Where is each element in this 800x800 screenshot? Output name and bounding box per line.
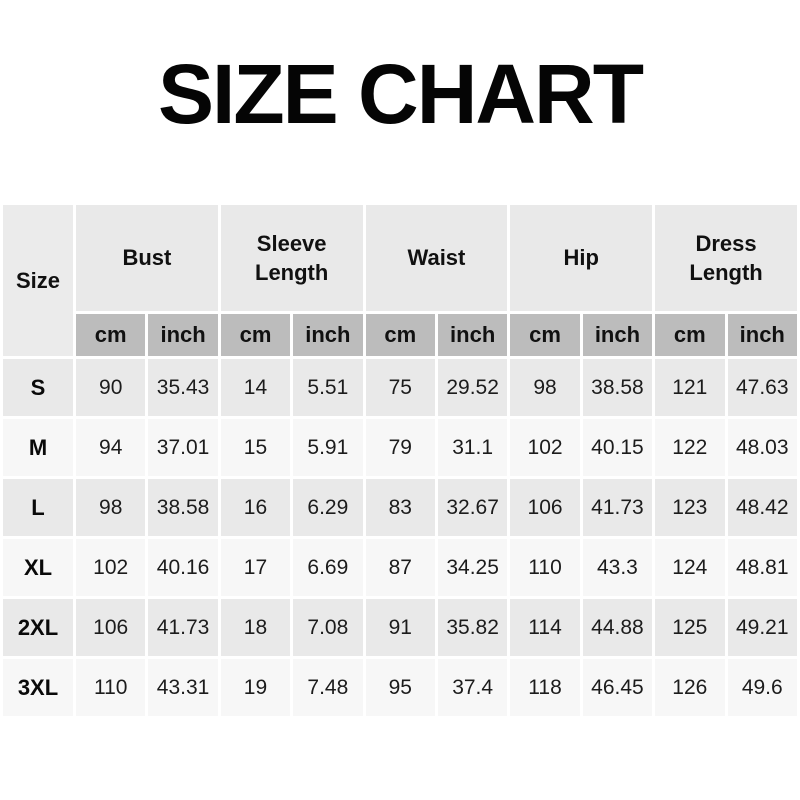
column-header-size: Size bbox=[3, 205, 73, 357]
column-header-dress-length: Dress Length bbox=[655, 205, 797, 312]
cell-sleeve-inch: 6.29 bbox=[293, 479, 363, 537]
cell-dress-inch: 49.6 bbox=[727, 659, 797, 717]
cell-waist-cm: 87 bbox=[365, 539, 435, 597]
cell-hip-cm: 110 bbox=[510, 539, 580, 597]
cell-dress-inch: 48.42 bbox=[727, 479, 797, 537]
column-header-waist: Waist bbox=[365, 205, 508, 312]
cell-dress-cm: 126 bbox=[655, 659, 725, 717]
unit-header-inch: inch bbox=[727, 314, 797, 357]
cell-sleeve-cm: 19 bbox=[220, 659, 291, 717]
cell-bust-inch: 40.16 bbox=[148, 539, 218, 597]
column-header-hip: Hip bbox=[510, 205, 653, 312]
cell-dress-inch: 47.63 bbox=[727, 359, 797, 417]
column-header-sleeve-length-label: Sleeve Length bbox=[255, 230, 329, 286]
cell-bust-cm: 102 bbox=[76, 539, 146, 597]
cell-sleeve-cm: 16 bbox=[220, 479, 291, 537]
table-row-m: M 94 37.01 15 5.91 79 31.1 102 40.15 122… bbox=[3, 419, 797, 477]
cell-hip-inch: 40.15 bbox=[582, 419, 653, 477]
column-header-waist-label: Waist bbox=[407, 245, 466, 271]
cell-sleeve-cm: 17 bbox=[220, 539, 291, 597]
cell-sleeve-inch: 5.91 bbox=[293, 419, 363, 477]
cell-sleeve-inch: 6.69 bbox=[293, 539, 363, 597]
cell-dress-cm: 124 bbox=[655, 539, 725, 597]
column-header-sleeve-length: Sleeve Length bbox=[220, 205, 363, 312]
cell-sleeve-inch: 5.51 bbox=[293, 359, 363, 417]
cell-sleeve-cm: 18 bbox=[220, 599, 291, 657]
cell-dress-cm: 121 bbox=[655, 359, 725, 417]
cell-waist-cm: 95 bbox=[365, 659, 435, 717]
cell-waist-inch: 35.82 bbox=[437, 599, 508, 657]
cell-dress-inch: 48.03 bbox=[727, 419, 797, 477]
cell-dress-cm: 122 bbox=[655, 419, 725, 477]
unit-header-cm: cm bbox=[510, 314, 580, 357]
cell-hip-cm: 114 bbox=[510, 599, 580, 657]
cell-hip-inch: 46.45 bbox=[582, 659, 653, 717]
unit-header-cm: cm bbox=[76, 314, 146, 357]
cell-waist-inch: 31.1 bbox=[437, 419, 508, 477]
cell-bust-inch: 37.01 bbox=[148, 419, 218, 477]
cell-hip-cm: 98 bbox=[510, 359, 580, 417]
cell-bust-inch: 43.31 bbox=[148, 659, 218, 717]
row-size-label: 2XL bbox=[3, 599, 73, 657]
cell-hip-inch: 38.58 bbox=[582, 359, 653, 417]
cell-sleeve-inch: 7.08 bbox=[293, 599, 363, 657]
table-row-2xl: 2XL 106 41.73 18 7.08 91 35.82 114 44.88… bbox=[3, 599, 797, 657]
cell-hip-inch: 43.3 bbox=[582, 539, 653, 597]
cell-waist-inch: 37.4 bbox=[437, 659, 508, 717]
unit-header-inch: inch bbox=[148, 314, 218, 357]
cell-sleeve-cm: 14 bbox=[220, 359, 291, 417]
unit-header-inch: inch bbox=[437, 314, 508, 357]
table-row-xl: XL 102 40.16 17 6.69 87 34.25 110 43.3 1… bbox=[3, 539, 797, 597]
cell-hip-inch: 44.88 bbox=[582, 599, 653, 657]
cell-dress-inch: 48.81 bbox=[727, 539, 797, 597]
row-size-label: XL bbox=[3, 539, 73, 597]
row-size-label: S bbox=[3, 359, 73, 417]
cell-waist-inch: 32.67 bbox=[437, 479, 508, 537]
table-row-l: L 98 38.58 16 6.29 83 32.67 106 41.73 12… bbox=[3, 479, 797, 537]
table-row-3xl: 3XL 110 43.31 19 7.48 95 37.4 118 46.45 … bbox=[3, 659, 797, 717]
cell-dress-cm: 123 bbox=[655, 479, 725, 537]
unit-header-row: cm inch cm inch cm inch cm inch cm inch bbox=[3, 314, 797, 357]
page-title: SIZE CHART bbox=[158, 47, 644, 141]
cell-hip-inch: 41.73 bbox=[582, 479, 653, 537]
column-header-bust: Bust bbox=[76, 205, 218, 312]
cell-bust-inch: 38.58 bbox=[148, 479, 218, 537]
group-header-row: Size Bust Sleeve Length Waist Hip Dress … bbox=[3, 205, 797, 357]
cell-bust-cm: 90 bbox=[76, 359, 146, 417]
row-size-label: 3XL bbox=[3, 659, 73, 717]
cell-waist-cm: 79 bbox=[365, 419, 435, 477]
column-header-dress-length-label: Dress Length bbox=[689, 230, 763, 286]
cell-hip-cm: 106 bbox=[510, 479, 580, 537]
column-header-bust-label: Bust bbox=[122, 245, 172, 271]
cell-hip-cm: 118 bbox=[510, 659, 580, 717]
cell-bust-cm: 106 bbox=[76, 599, 146, 657]
cell-waist-cm: 75 bbox=[365, 359, 435, 417]
cell-bust-inch: 41.73 bbox=[148, 599, 218, 657]
cell-dress-inch: 49.21 bbox=[727, 599, 797, 657]
cell-waist-cm: 91 bbox=[365, 599, 435, 657]
cell-waist-cm: 83 bbox=[365, 479, 435, 537]
cell-waist-inch: 29.52 bbox=[437, 359, 508, 417]
cell-sleeve-inch: 7.48 bbox=[293, 659, 363, 717]
cell-dress-cm: 125 bbox=[655, 599, 725, 657]
row-size-label: M bbox=[3, 419, 73, 477]
unit-header-cm: cm bbox=[655, 314, 725, 357]
row-size-label: L bbox=[3, 479, 73, 537]
cell-sleeve-cm: 15 bbox=[220, 419, 291, 477]
unit-header-cm: cm bbox=[365, 314, 435, 357]
size-chart-table: Size Bust Sleeve Length Waist Hip Dress … bbox=[0, 202, 800, 720]
unit-header-inch: inch bbox=[293, 314, 363, 357]
table-row-s: S 90 35.43 14 5.51 75 29.52 98 38.58 121… bbox=[3, 359, 797, 417]
cell-bust-cm: 98 bbox=[76, 479, 146, 537]
cell-bust-inch: 35.43 bbox=[148, 359, 218, 417]
unit-header-cm: cm bbox=[220, 314, 291, 357]
cell-bust-cm: 110 bbox=[76, 659, 146, 717]
cell-hip-cm: 102 bbox=[510, 419, 580, 477]
cell-bust-cm: 94 bbox=[76, 419, 146, 477]
unit-header-inch: inch bbox=[582, 314, 653, 357]
cell-waist-inch: 34.25 bbox=[437, 539, 508, 597]
column-header-hip-label: Hip bbox=[563, 245, 599, 271]
